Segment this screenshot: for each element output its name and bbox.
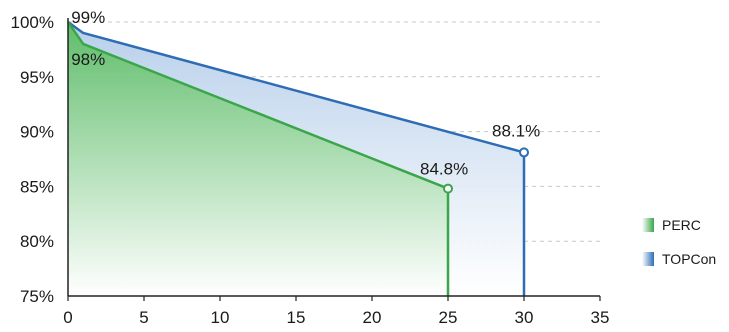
legend-swatch-perc	[642, 218, 654, 232]
series-line-perc	[66, 21, 450, 296]
x-tick-label: 35	[591, 308, 610, 327]
x-tick-label: 0	[63, 308, 72, 327]
x-tick-label: 25	[439, 308, 458, 327]
x-tick-label: 5	[139, 308, 148, 327]
x-tick-label: 10	[211, 308, 230, 327]
x-tick-label: 30	[515, 308, 534, 327]
legend-label-topcon: TOPCon	[662, 251, 716, 267]
axes: 0 5 10 15 20 25 30 35 75% 80% 85% 90% 95% 100%	[11, 13, 610, 327]
data-label-topcon: 88.1%	[492, 121, 540, 140]
y-tick-label: 100%	[11, 13, 54, 32]
data-label-perc: 98%	[71, 50, 105, 69]
data-point-perc	[443, 183, 453, 194]
x-tick-label: 15	[287, 308, 306, 327]
data-point-topcon	[519, 147, 529, 158]
data-labels: 99% 88.1% 98% 84.8%	[71, 8, 540, 179]
series-line-topcon	[67, 20, 526, 296]
x-tick-label: 20	[363, 308, 382, 327]
legend-label-perc: PERC	[662, 217, 701, 233]
y-tick-label: 95%	[20, 68, 54, 87]
area-fill-perc	[68, 22, 448, 296]
y-tick-label: 90%	[20, 123, 54, 142]
data-label-topcon: 99%	[71, 8, 105, 27]
data-label-perc: 84.8%	[420, 160, 468, 179]
y-tick-label: 75%	[20, 287, 54, 306]
y-tick-label: 85%	[20, 177, 54, 196]
area-layer	[66, 20, 529, 296]
legend: PERC TOPCon	[642, 217, 716, 267]
y-tick-label: 80%	[20, 232, 54, 251]
legend-swatch-topcon	[642, 252, 654, 266]
